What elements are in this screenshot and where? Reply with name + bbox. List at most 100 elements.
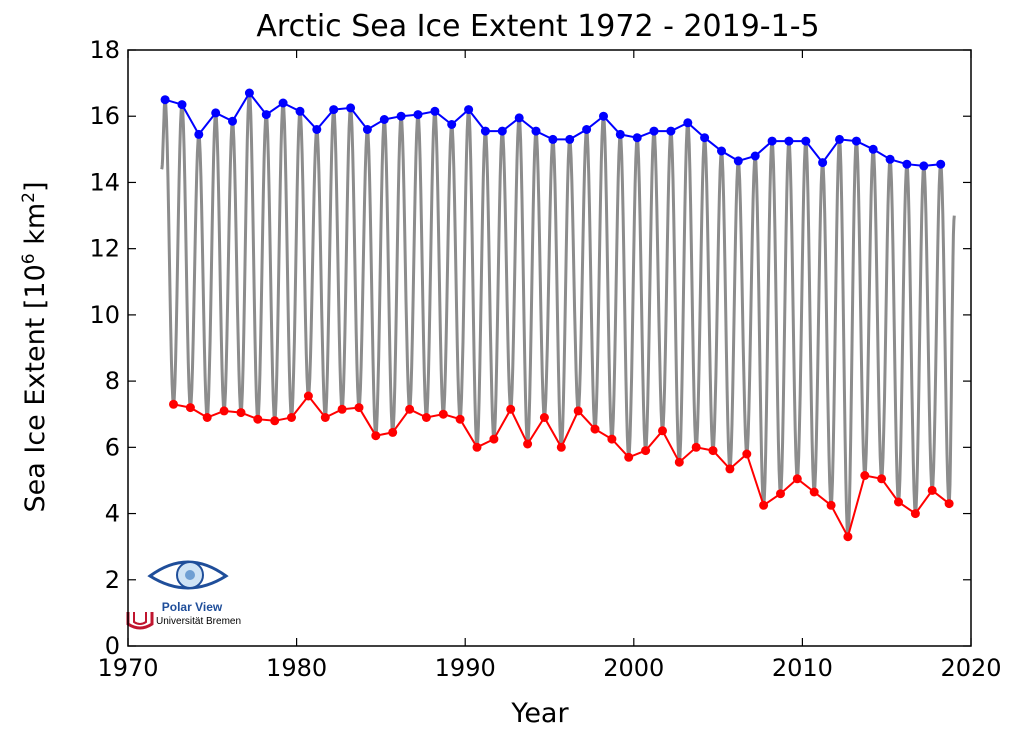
annual-minimum-point — [674, 457, 684, 467]
annual-maximum-point — [194, 129, 204, 139]
annual-maximum-point — [177, 100, 187, 110]
annual-maximum-point — [700, 133, 710, 143]
annual-maximum-point — [851, 136, 861, 146]
logo-title: Polar View — [162, 600, 223, 614]
annual-minimum-point — [371, 431, 381, 441]
annual-minimum-point — [202, 413, 212, 422]
annual-maximum-point — [683, 118, 693, 128]
annual-minimum-point — [910, 509, 920, 519]
annual-minimum-point — [641, 446, 651, 456]
annual-maximum-point — [784, 136, 794, 146]
annual-maximum-point — [362, 125, 372, 134]
annual-minimum-point — [742, 449, 752, 459]
annual-minimum-point — [759, 500, 769, 510]
y-tick-label: 14 — [89, 168, 120, 196]
annual-minimum-point — [303, 391, 313, 401]
polar-view-logo: Polar View Universität Bremen — [126, 560, 241, 630]
annual-minimum-series — [169, 391, 954, 542]
annual-minimum-point — [287, 413, 296, 422]
annual-maximum-point — [228, 116, 237, 126]
annual-minimum-point — [573, 406, 583, 416]
annual-minimum-point — [337, 404, 347, 414]
annual-maximum-point — [244, 88, 254, 98]
x-tick-label: 1990 — [435, 654, 496, 682]
y-tick-label: 16 — [89, 102, 120, 130]
annual-maximum-point — [413, 110, 423, 120]
annual-minimum-point — [523, 439, 533, 449]
annual-minimum-point — [472, 442, 482, 452]
plot-frame — [127, 49, 972, 647]
annual-maximum-point — [902, 159, 912, 169]
annual-maximum-point — [666, 126, 676, 136]
annual-maximum-point — [599, 111, 608, 121]
y-tick-label: 4 — [105, 500, 120, 528]
annual-maximum-point — [750, 151, 760, 161]
annual-maximum-point — [801, 136, 811, 146]
annual-maximum-point — [733, 156, 743, 166]
annual-minimum-point — [691, 442, 701, 452]
annual-minimum-point — [809, 487, 819, 497]
x-axis-label: Year — [510, 698, 569, 729]
annual-minimum-point — [253, 414, 263, 424]
plot-area — [160, 88, 956, 542]
annual-minimum-point — [354, 403, 364, 413]
annual-maximum-point — [379, 115, 389, 124]
annual-maximum-point — [514, 113, 524, 123]
annual-maximum-point — [261, 110, 271, 120]
annual-maximum-point — [565, 134, 575, 144]
x-tick-label: 1970 — [97, 654, 158, 682]
annual-maximum-point — [396, 111, 406, 121]
annual-maximum-point — [632, 133, 642, 143]
annual-minimum-point — [725, 464, 735, 474]
annual-minimum-point — [843, 532, 853, 542]
annual-minimum-point — [270, 416, 280, 426]
x-tick-label: 1980 — [266, 654, 327, 682]
annual-minimum-point — [877, 474, 887, 484]
annual-maximum-point — [548, 134, 558, 144]
x-tick-label: 2000 — [603, 654, 664, 682]
annual-minimum-point — [556, 442, 566, 452]
annual-minimum-point — [658, 426, 667, 436]
annual-maximum-point — [818, 158, 828, 168]
annual-minimum-point — [792, 474, 802, 484]
annual-minimum-point — [489, 434, 499, 444]
annual-maximum-point — [346, 103, 356, 113]
annual-maximum-point — [835, 134, 844, 144]
y-tick-label: 18 — [89, 36, 120, 64]
annual-maximum-point — [885, 154, 895, 164]
annual-minimum-point — [421, 413, 431, 422]
annual-minimum-point — [438, 409, 448, 419]
annual-maximum-point — [717, 146, 726, 156]
annual-minimum-point — [708, 446, 718, 456]
logo-subtitle: Universität Bremen — [156, 616, 241, 627]
annual-maximum-point — [160, 95, 170, 105]
annual-minimum-point — [185, 403, 195, 413]
annual-maximum-point — [767, 136, 777, 146]
annual-maximum-series — [160, 88, 946, 171]
annual-minimum-point — [455, 414, 465, 424]
annual-maximum-point — [295, 106, 305, 116]
annual-maximum-point — [649, 126, 659, 136]
annual-minimum-point — [590, 424, 600, 434]
y-axis-label: Sea Ice Extent [106 km2] — [19, 181, 51, 512]
annual-minimum-point — [169, 399, 178, 409]
annual-minimum-point — [388, 427, 398, 437]
annual-minimum-point — [776, 489, 785, 499]
daily-extent-line — [160, 92, 956, 537]
annual-minimum-point — [624, 452, 634, 462]
eye-icon — [147, 560, 229, 590]
annual-maximum-point — [615, 129, 625, 139]
annual-minimum-point — [894, 497, 903, 507]
annual-minimum-point — [607, 434, 617, 444]
y-tick-label: 12 — [89, 235, 120, 263]
annual-maximum-point — [480, 126, 490, 136]
annual-minimum-point — [219, 406, 229, 416]
annual-minimum-point — [944, 499, 954, 509]
y-tick-label: 8 — [105, 367, 120, 395]
annual-minimum-point — [539, 413, 549, 422]
annual-minimum-point — [860, 471, 870, 480]
y-tick-label: 0 — [105, 632, 120, 660]
y-tick-label: 2 — [105, 566, 120, 594]
y-tick-label: 10 — [89, 301, 120, 329]
annual-minimum-point — [927, 485, 937, 495]
